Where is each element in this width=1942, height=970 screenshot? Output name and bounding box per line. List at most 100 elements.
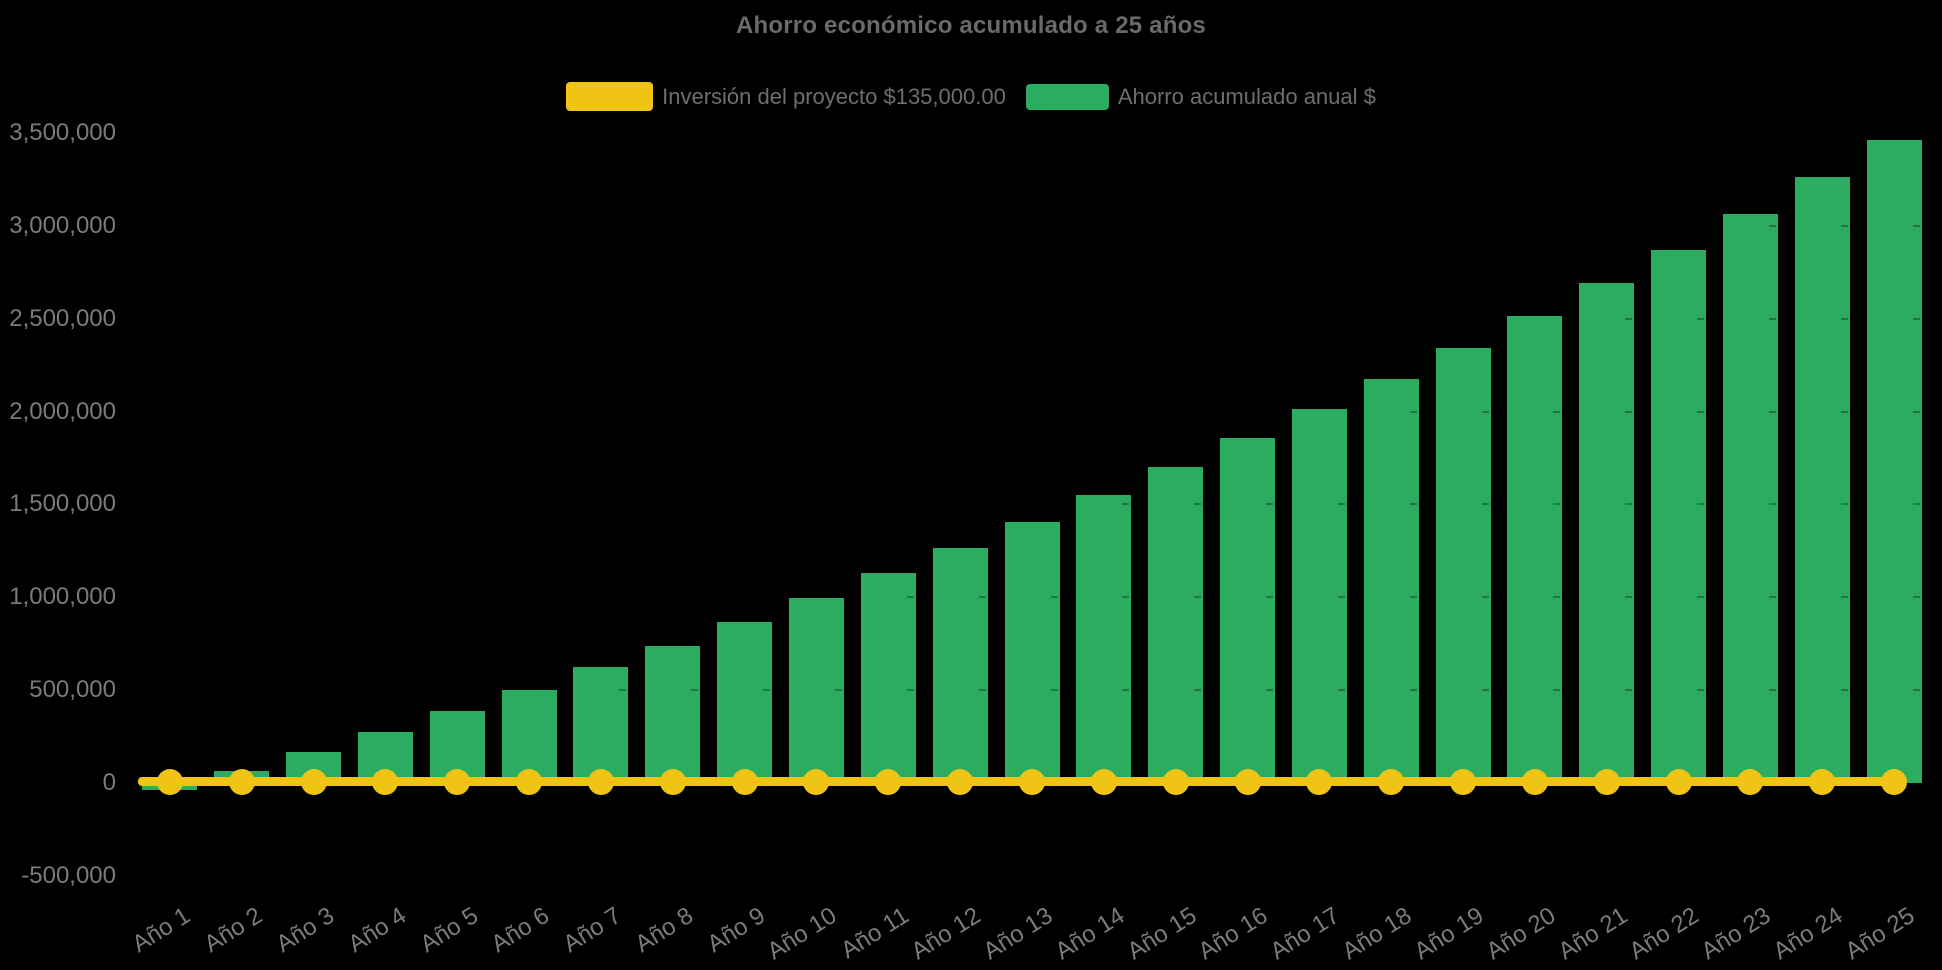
x-tick-label-ano-5: Año 5 <box>415 902 483 959</box>
x-tick-label-ano-22: Año 22 <box>1625 902 1704 966</box>
y-tick-label-1000000: 1,000,000 <box>9 583 116 611</box>
gridline-tick <box>1697 503 1705 506</box>
investment-marker-ano-21[interactable] <box>1593 768 1620 795</box>
gridline-tick <box>1481 503 1489 506</box>
investment-marker-ano-4[interactable] <box>372 768 399 795</box>
gridline-tick <box>1697 317 1705 320</box>
gridline-tick <box>1625 689 1633 692</box>
gridline-tick <box>1840 596 1848 599</box>
investment-marker-ano-2[interactable] <box>228 768 255 795</box>
bar-ano-11[interactable] <box>860 573 916 783</box>
bar-ano-8[interactable] <box>645 645 701 783</box>
gridline-tick <box>1481 410 1489 413</box>
investment-marker-ano-10[interactable] <box>803 768 830 795</box>
bar-ano-17[interactable] <box>1291 408 1347 783</box>
x-tick-label-ano-17: Año 17 <box>1265 902 1345 966</box>
x-tick-label-ano-19: Año 19 <box>1409 902 1489 966</box>
x-tick-label-ano-9: Año 9 <box>702 902 770 959</box>
bar-ano-13[interactable] <box>1004 522 1060 783</box>
bar-ano-15[interactable] <box>1148 467 1204 783</box>
gridline-tick <box>1912 596 1920 599</box>
gridline-tick <box>1768 503 1776 506</box>
gridline-tick <box>1337 503 1345 506</box>
investment-marker-ano-11[interactable] <box>875 768 902 795</box>
gridline-tick <box>1768 689 1776 692</box>
gridline-tick <box>1912 224 1920 227</box>
investment-marker-ano-17[interactable] <box>1306 768 1333 795</box>
investment-marker-ano-25[interactable] <box>1881 768 1908 795</box>
gridline-tick <box>1912 689 1920 692</box>
gridline-tick <box>1409 689 1417 692</box>
y-tick-label-3000000: 3,000,000 <box>9 211 116 239</box>
bar-ano-18[interactable] <box>1363 379 1419 783</box>
x-tick-label-ano-18: Año 18 <box>1337 902 1417 966</box>
y-tick-label-500000: 500,000 <box>29 676 116 704</box>
gridline-tick <box>1625 317 1633 320</box>
gridline-tick <box>906 689 914 692</box>
investment-marker-ano-16[interactable] <box>1234 768 1261 795</box>
investment-marker-ano-13[interactable] <box>1019 768 1045 795</box>
x-tick-label-ano-24: Año 24 <box>1768 902 1848 966</box>
gridline-tick <box>1266 596 1274 599</box>
gridline-tick <box>1409 596 1417 599</box>
bar-ano-7[interactable] <box>573 666 629 783</box>
investment-marker-ano-18[interactable] <box>1378 768 1405 795</box>
bar-ano-21[interactable] <box>1579 283 1635 783</box>
bar-ano-16[interactable] <box>1220 438 1276 783</box>
x-tick-label-ano-13: Año 13 <box>978 902 1058 966</box>
bar-ano-23[interactable] <box>1722 213 1778 783</box>
gridline-tick <box>1840 410 1848 413</box>
gridline-tick <box>906 596 914 599</box>
investment-marker-ano-8[interactable] <box>659 768 686 795</box>
gridline-tick <box>1481 689 1489 692</box>
investment-marker-ano-23[interactable] <box>1737 768 1764 795</box>
bar-ano-25[interactable] <box>1866 140 1922 783</box>
investment-marker-ano-9[interactable] <box>731 768 758 795</box>
legend-item-savings[interactable]: Ahorro acumulado anual $ <box>1025 83 1376 110</box>
bar-ano-10[interactable] <box>788 598 844 783</box>
gridline-tick <box>1553 689 1561 692</box>
investment-marker-ano-1[interactable] <box>156 768 183 795</box>
bar-ano-20[interactable] <box>1507 315 1563 783</box>
gridline-tick <box>1625 410 1633 413</box>
investment-marker-ano-22[interactable] <box>1665 768 1692 795</box>
bar-ano-22[interactable] <box>1651 249 1707 783</box>
x-tick-label-ano-8: Año 8 <box>630 902 699 959</box>
gridline-tick <box>1194 596 1202 599</box>
bar-ano-6[interactable] <box>501 690 557 783</box>
investment-marker-ano-3[interactable] <box>300 768 327 795</box>
investment-marker-ano-7[interactable] <box>587 768 614 795</box>
investment-marker-ano-5[interactable] <box>444 768 471 795</box>
gridline-tick <box>1050 596 1058 599</box>
gridline-tick <box>1840 689 1848 692</box>
bar-ano-9[interactable] <box>717 622 773 783</box>
gridline-tick <box>1553 410 1561 413</box>
x-tick-label-ano-21: Año 21 <box>1553 902 1633 966</box>
gridline-tick <box>1122 689 1130 692</box>
investment-marker-ano-20[interactable] <box>1521 768 1548 795</box>
legend-item-investment[interactable]: Inversión del proyecto $135,000.00 <box>566 82 1006 111</box>
gridline-tick <box>1266 503 1274 506</box>
investment-marker-ano-14[interactable] <box>1090 768 1117 795</box>
x-tick-label-ano-4: Año 4 <box>343 902 411 959</box>
gridline-tick <box>1840 503 1848 506</box>
x-tick-label-ano-23: Año 23 <box>1696 902 1776 966</box>
bar-ano-19[interactable] <box>1435 348 1491 783</box>
investment-marker-ano-19[interactable] <box>1450 768 1477 795</box>
bar-ano-14[interactable] <box>1076 495 1132 783</box>
investment-marker-ano-24[interactable] <box>1809 768 1836 795</box>
gridline-tick <box>1912 503 1920 506</box>
legend-label-savings: Ahorro acumulado anual $ <box>1117 83 1376 109</box>
x-tick-label-ano-15: Año 15 <box>1122 902 1201 966</box>
investment-marker-ano-12[interactable] <box>947 768 974 795</box>
investment-marker-ano-15[interactable] <box>1162 768 1189 795</box>
gridline-tick <box>1697 410 1705 413</box>
gridline-tick <box>1122 596 1130 599</box>
gridline-tick <box>691 689 699 692</box>
bar-ano-12[interactable] <box>932 548 988 783</box>
x-tick-label-ano-7: Año 7 <box>558 902 627 959</box>
investment-marker-ano-6[interactable] <box>516 768 543 795</box>
bar-ano-24[interactable] <box>1794 176 1850 783</box>
